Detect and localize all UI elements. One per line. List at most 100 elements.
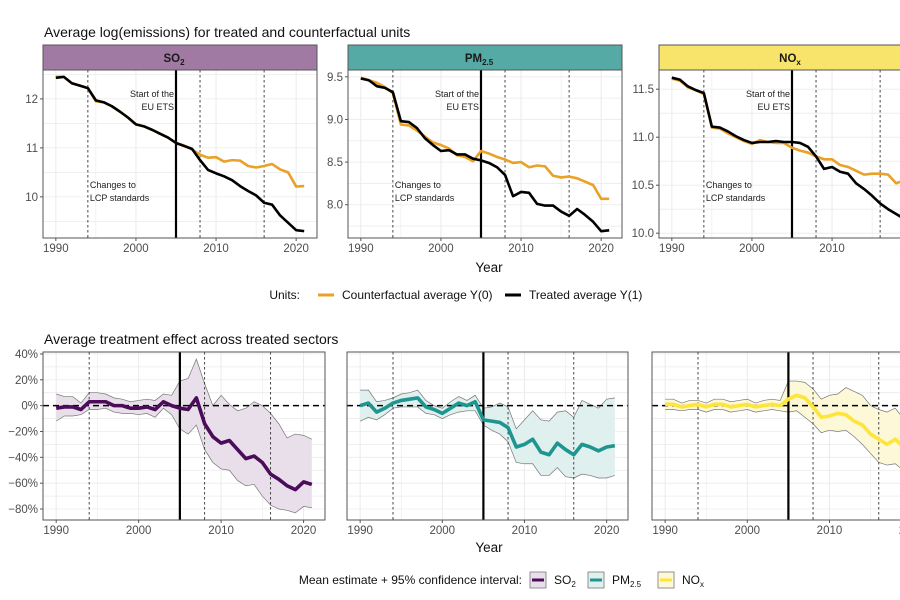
ci-lower-bound (56, 407, 312, 514)
bottom-title: Average treatment effect across treated … (44, 331, 338, 347)
confidence-band (56, 359, 312, 513)
plot-background (43, 70, 317, 238)
plot-background (659, 70, 900, 238)
x-tick-label: 2010 (208, 525, 234, 537)
annotation-lcp: LCP standards (90, 193, 150, 203)
y-tick-label: 40% (15, 349, 38, 361)
top-xlabel: Year (475, 260, 503, 275)
annotation-lcp: LCP standards (395, 193, 455, 203)
effect-panel-pm25: 1990 2000 2010 2020 (346, 351, 629, 537)
x-tick-label: 2020 (291, 525, 317, 537)
y-tick-label: 9.0 (327, 114, 343, 126)
y-tick-label: −80% (8, 504, 38, 516)
effect-panel-so2: 1990 2000 2010 2020 40% 20% 0% −20% −40% −60% −80% (8, 349, 326, 537)
x-tick-label: 2010 (817, 525, 843, 537)
y-tick-label: −20% (8, 426, 38, 438)
x-tick-label: 2010 (819, 243, 845, 255)
annotation-eu-ets: Start of the (130, 89, 174, 99)
annotation-eu-ets: EU ETS (757, 102, 790, 112)
x-tick-label: 1990 (43, 243, 69, 255)
annotation-eu-ets: EU ETS (446, 102, 479, 112)
legend-label-so2: SO2 (554, 573, 576, 589)
ci-lower-bound (359, 406, 615, 479)
x-tick-label: 2020 (283, 243, 309, 255)
x-tick-label: 2000 (430, 525, 456, 537)
legend-label-pm25: PM2.5 (612, 573, 642, 589)
x-tick-label: 2010 (508, 243, 534, 255)
legend-counterfactual-label: Counterfactual average Y(0) (342, 288, 493, 302)
mean-estimate-line (665, 393, 900, 447)
x-tick-label: 1990 (43, 525, 69, 537)
legend-top: Units: Counterfactual average Y(0) Treat… (269, 288, 642, 302)
top-title: Average log(emissions) for treated and c… (44, 24, 410, 40)
counterfactual-line (360, 76, 610, 201)
facet-strip (42, 44, 318, 71)
confidence-band (360, 390, 615, 478)
effect-panel-nox: 1990 2000 2010 2020 (651, 351, 900, 537)
y-tick-label: −60% (8, 478, 38, 490)
y-tick-label: 11 (26, 143, 38, 155)
facet-strip-label: PM2.5 (465, 53, 494, 67)
facet-strip (347, 44, 623, 71)
ci-lower-bound (665, 409, 900, 469)
x-tick-label: 2010 (512, 525, 538, 537)
ci-upper-bound (665, 380, 900, 415)
x-tick-label: 1990 (659, 243, 685, 255)
treated-line (360, 77, 610, 233)
treated-line (671, 76, 900, 218)
legend-treated-label: Treated average Y(1) (529, 288, 642, 302)
y-tick-label: 8.5 (327, 157, 343, 169)
annotation-eu-ets: Start of the (435, 89, 479, 99)
x-tick-label: 1990 (348, 243, 374, 255)
y-tick-label: 10 (25, 192, 38, 204)
x-tick-label: 2020 (588, 243, 614, 255)
panel-border (346, 351, 629, 521)
ci-upper-bound (56, 358, 312, 440)
x-tick-label: 2000 (126, 525, 152, 537)
legend-bottom: Mean estimate + 95% confidence interval:… (299, 571, 704, 589)
x-tick-label: 2000 (739, 243, 765, 255)
annotation-lcp: Changes to (706, 180, 752, 190)
y-tick-label: 10.5 (632, 180, 654, 192)
annotation-eu-ets: Start of the (746, 89, 790, 99)
emissions-panel-pm25: Start of the EU ETS Changes to LCP standard… (327, 44, 623, 255)
x-tick-label: 1990 (652, 525, 678, 537)
y-tick-label: 11.0 (632, 132, 654, 144)
x-tick-label: 2000 (735, 525, 761, 537)
y-tick-label: 12 (25, 94, 38, 106)
mean-estimate-line (55, 396, 313, 492)
x-tick-label: 2020 (594, 525, 620, 537)
panel-border (42, 351, 326, 521)
x-tick-label: 2020 (899, 525, 900, 537)
facet-strip-label: SO2 (163, 53, 185, 67)
x-tick-label: 2010 (203, 243, 229, 255)
ci-upper-bound (360, 389, 615, 430)
x-tick-label: 2000 (123, 243, 149, 255)
facet-strip (658, 44, 900, 71)
y-tick-label: 10.0 (632, 228, 654, 240)
y-tick-label: 11.5 (632, 84, 654, 96)
bottom-xlabel: Year (475, 540, 503, 555)
mean-estimate-line (359, 396, 616, 457)
y-tick-label: 9.5 (327, 72, 343, 84)
emissions-panel-nox: Start of the EU ETS Changes to LCP standard… (632, 44, 900, 255)
facet-strip-label: NOx (779, 53, 801, 67)
y-tick-label: −40% (8, 452, 38, 464)
y-tick-label: 0% (21, 401, 38, 413)
y-tick-label: 20% (15, 375, 38, 387)
legend-label-nox: NOx (682, 573, 704, 589)
annotation-eu-ets: EU ETS (141, 102, 174, 112)
panel-border (651, 351, 900, 521)
legend-top-title: Units: (269, 288, 300, 302)
annotation-lcp: LCP standards (706, 193, 766, 203)
legend-bottom-title: Mean estimate + 95% confidence interval: (299, 573, 522, 587)
treated-line (55, 75, 305, 233)
y-tick-label: 8.0 (327, 200, 343, 212)
x-tick-label: 1990 (347, 525, 373, 537)
x-tick-label: 2000 (428, 243, 454, 255)
annotation-lcp: Changes to (90, 180, 136, 190)
emissions-panel-so2: Start of the EU ETS Changes to LCP standard… (25, 44, 318, 255)
annotation-lcp: Changes to (395, 180, 441, 190)
